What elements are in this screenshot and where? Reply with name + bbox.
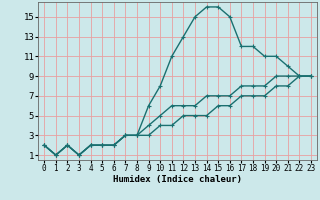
X-axis label: Humidex (Indice chaleur): Humidex (Indice chaleur) [113, 175, 242, 184]
